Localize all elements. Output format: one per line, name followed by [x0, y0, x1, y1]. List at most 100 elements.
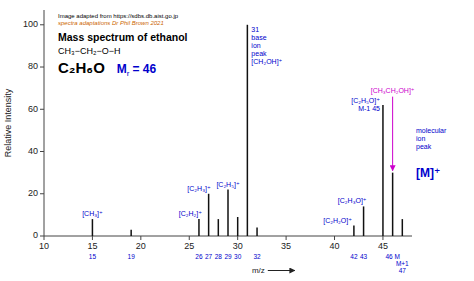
peak-bar: [392, 173, 394, 236]
chart: 0204060801001015202530354045Relative Int…: [0, 0, 474, 281]
text-line: 47: [399, 267, 407, 274]
y-tick: [40, 236, 44, 237]
y-tick-label: 80: [28, 61, 38, 71]
text-line: 46 M: [385, 253, 399, 260]
x-tick: [44, 236, 45, 240]
molecular-formula: C₂H₆O: [58, 59, 105, 76]
x-tick-label: 20: [136, 241, 146, 251]
text-line: 28: [215, 253, 223, 260]
y-tick-label: 20: [28, 188, 38, 198]
text-line: peak: [251, 50, 267, 58]
peak-annotation: 31baseionpeak[CH₂OH]⁺: [251, 26, 282, 66]
peak-bar: [130, 230, 132, 236]
structural-formula: CH₃−CH₂−O−H: [58, 46, 120, 56]
relative-mass: Mr= 46: [117, 62, 157, 78]
text-line: [C₂H₃]⁺: [187, 185, 211, 193]
text-line: [C₂H₅]⁺: [216, 181, 240, 189]
y-axis-line: [44, 10, 45, 236]
x-axis-label: m/z: [252, 266, 265, 275]
peak-label: M+147: [396, 260, 409, 274]
peak-label: 29: [224, 253, 232, 260]
peak-label: 28: [215, 253, 223, 260]
credit: Image adapted from https://sdbs.db.aist.…: [58, 13, 179, 19]
x-tick: [382, 236, 383, 240]
x-tick-label: 45: [378, 241, 388, 251]
peak-annotation: [M]⁺: [416, 166, 440, 180]
peak-label: 30: [234, 253, 242, 260]
text-line: 15: [89, 253, 97, 260]
x-tick-label: 15: [87, 241, 97, 251]
title-block: Image adapted from https://sdbs.db.aist.…: [58, 13, 188, 78]
text-line: ion: [416, 135, 425, 142]
annotation-arrow: [392, 97, 393, 171]
x-tick-label: 25: [184, 241, 194, 251]
peak-annotation: [CH₃]⁺: [82, 210, 103, 218]
peak-bar: [227, 190, 229, 236]
x-tick: [140, 236, 141, 240]
text-line: 43: [360, 253, 368, 260]
peak-label: 42: [350, 253, 358, 260]
y-tick-label: 40: [28, 146, 38, 156]
peak-bar: [198, 219, 200, 236]
x-tick: [334, 236, 335, 240]
peak-annotation: [C₂H₃]⁺: [187, 185, 211, 193]
peak-bar: [237, 217, 239, 236]
relative-mass-part: M: [117, 62, 127, 76]
text-line: M+1: [396, 260, 409, 267]
text-line: [M]⁺: [416, 166, 440, 180]
text-line: 30: [234, 253, 242, 260]
peak-annotation: [C₂H₂O]⁺: [323, 217, 352, 225]
title: Mass spectrum of ethanol: [58, 31, 188, 43]
text-line: [CH₂OH]⁺: [251, 58, 282, 66]
text-line: 42: [350, 253, 358, 260]
peak-labels: 15 19 2627282930 32 4243 46 MM+147: [89, 253, 409, 274]
peak-bar: [402, 219, 404, 236]
y-tick: [40, 193, 44, 194]
x-tick: [189, 236, 190, 240]
y-tick: [40, 67, 44, 68]
text-line: [CH₃]⁺: [82, 210, 103, 218]
text-line: ion: [251, 42, 260, 49]
peak-annotation: [C₂H₅]⁺: [216, 181, 240, 189]
text-line: 27: [205, 253, 213, 260]
peak-bar: [208, 194, 210, 236]
peak-label: 46 M: [385, 253, 399, 260]
peak-annotation: molecularionpeak: [416, 127, 447, 151]
x-tick-label: 40: [330, 241, 340, 251]
text-line: [C₂H₃O]⁺: [338, 197, 367, 205]
text-line: [C₂H₅O]⁺: [351, 97, 380, 105]
peak-label: 27: [205, 253, 213, 260]
peak-label: 15: [89, 253, 97, 260]
x-axis-arrow: [268, 270, 295, 271]
peaks: [92, 25, 402, 236]
x-tick-label: 35: [281, 241, 291, 251]
text-line: 32: [253, 253, 261, 260]
text-line: molecular: [416, 127, 447, 134]
credit: spectra adaptations Dr Phil Brown 2021: [58, 20, 164, 26]
peak-label: 19: [128, 253, 136, 260]
peak-bar: [363, 206, 365, 236]
x-tick: [286, 236, 287, 240]
peak-bar: [353, 225, 355, 236]
relative-mass-part: = 46: [132, 62, 156, 76]
x-tick-label: 30: [233, 241, 243, 251]
text-line: 29: [224, 253, 232, 260]
peak-label: 26: [195, 253, 203, 260]
peak-bar: [382, 105, 384, 236]
text-line: [C₂H₂O]⁺: [323, 217, 352, 225]
text-line: 19: [128, 253, 136, 260]
y-tick: [40, 109, 44, 110]
x-tick: [92, 236, 93, 240]
peak-bar: [256, 228, 258, 236]
axes: 0204060801001015202530354045: [23, 10, 412, 251]
annotations: [CH₃]⁺[C₂H₂]⁺[C₂H₃]⁺[C₂H₅]⁺31baseionpeak…: [82, 26, 447, 226]
peak-annotation: [C₂H₅O]⁺M-1 45: [351, 97, 380, 112]
text-line: [CH₃CH₂OH]⁺: [371, 87, 415, 95]
y-axis-label: Relative Intensity: [3, 88, 13, 157]
text-line: 26: [195, 253, 203, 260]
y-tick: [40, 151, 44, 152]
peak-annotation: [C₂H₃O]⁺: [338, 197, 367, 205]
peak-bar: [92, 219, 94, 236]
text-line: peak: [416, 143, 432, 151]
x-tick: [237, 236, 238, 240]
